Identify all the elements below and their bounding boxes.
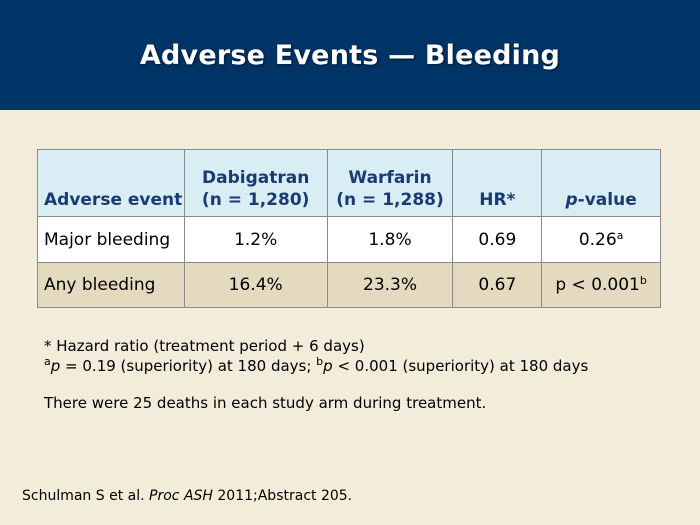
cell-pvalue: p < 0.001b	[541, 262, 661, 308]
adverse-events-table: Adverse event Dabigatran (n = 1,280) Warf…	[37, 149, 661, 308]
footnote-superiority: ap = 0.19 (superiority) at 180 days; bp …	[44, 355, 589, 375]
cell-dabigatran: 16.4%	[183, 262, 328, 308]
title-bar: Adverse Events — Bleeding	[0, 0, 700, 110]
table-header-row: Adverse event Dabigatran (n = 1,280) Warf…	[37, 149, 661, 217]
cell-warfarin: 1.8%	[326, 216, 454, 263]
col-header-dabigatran: Dabigatran (n = 1,280)	[183, 149, 328, 217]
cell-pvalue: 0.26a	[541, 216, 661, 263]
col-header-hr: HR*	[452, 149, 543, 217]
col-header-pvalue: p-value	[541, 149, 661, 217]
footnote-hazard-ratio: * Hazard ratio (treatment period + 6 day…	[44, 337, 365, 355]
cell-dabigatran: 1.2%	[183, 216, 328, 263]
footnotes: * Hazard ratio (treatment period + 6 day…	[44, 336, 684, 376]
col-header-event: Adverse event	[37, 149, 185, 217]
table-row: Major bleeding 1.2% 1.8% 0.69 0.26a	[37, 216, 661, 263]
cell-event: Major bleeding	[37, 216, 185, 263]
col-header-warfarin: Warfarin (n = 1,288)	[326, 149, 454, 217]
cell-event: Any bleeding	[37, 262, 185, 308]
cell-hr: 0.69	[452, 216, 543, 263]
cell-warfarin: 23.3%	[326, 262, 454, 308]
cell-hr: 0.67	[452, 262, 543, 308]
slide-title: Adverse Events — Bleeding	[139, 39, 561, 71]
deaths-note: There were 25 deaths in each study arm d…	[44, 394, 487, 412]
citation: Schulman S et al. Proc ASH 2011;Abstract…	[22, 488, 353, 504]
table-row: Any bleeding 16.4% 23.3% 0.67 p < 0.001b	[37, 262, 661, 308]
